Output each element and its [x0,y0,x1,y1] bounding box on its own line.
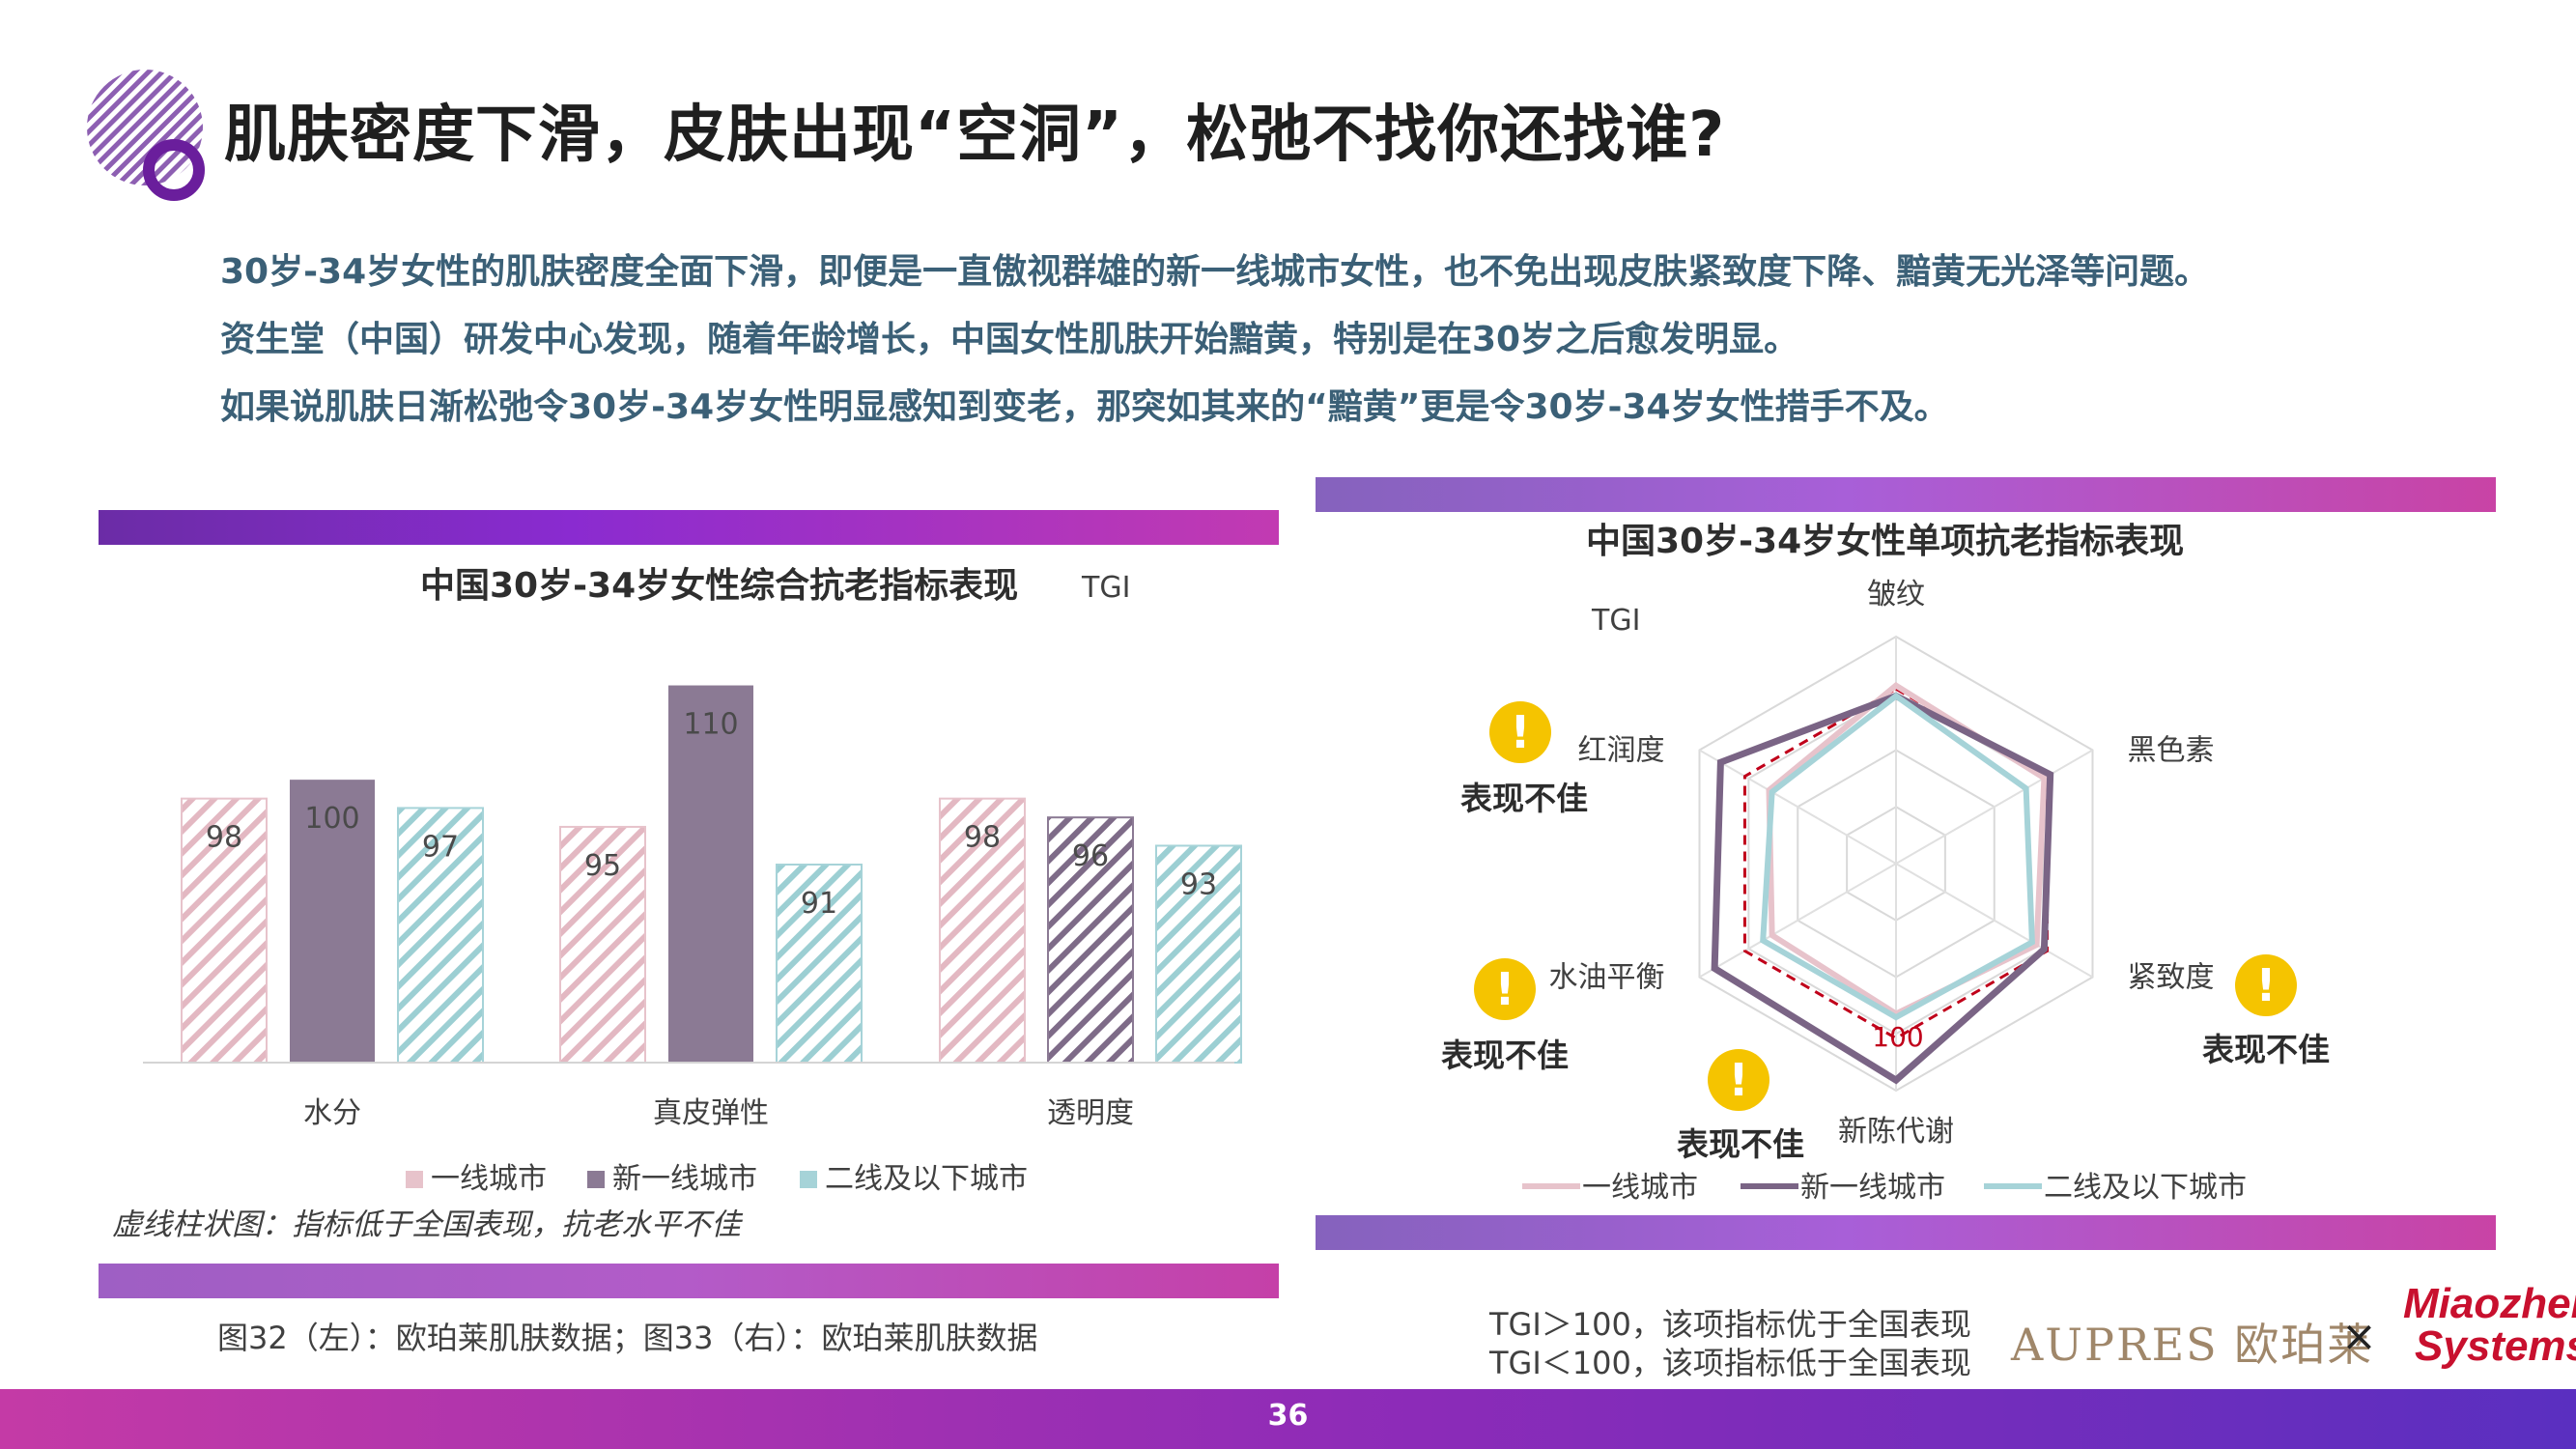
logo-icon [87,70,205,201]
bar-value-label: 95 [584,849,621,883]
radar-axis-line [1698,863,1897,979]
radar-axis-label: 红润度 [1577,734,1664,768]
page-number: 36 [1267,1399,1309,1433]
radar-legend-label: 新一线城市 [1800,1171,1945,1205]
bar-value-label: 91 [801,887,837,921]
warning-label-firmness: 表现不佳 [2202,1031,2330,1068]
warning-icon-metabolism: ! [1708,1049,1769,1111]
right-top-gradient-bar [1316,477,2496,512]
bar-chart-title: 中国30岁-34岁女性综合抗老指标表现 [420,565,1018,606]
radar-chart-title: 中国30岁-34岁女性单项抗老指标表现 [1586,521,2184,561]
tgi-note-below: TGI＜100，该项指标低于全国表现 [1489,1345,1971,1381]
radar-axis-label: 水油平衡 [1548,961,1664,995]
bar-value-label: 100 [304,802,359,836]
radar-reference-label: 100 [1872,1021,1923,1053]
aupres-logo: AUPRES 欧珀莱 [2011,1319,2374,1371]
radar-series-1 [1711,692,2054,1085]
warning-icon-firmness: ! [2235,954,2297,1016]
warning-label-metabolism: 表现不佳 [1677,1125,1804,1163]
bar-value-label: 110 [683,708,738,742]
radar-legend-label: 一线城市 [1582,1171,1698,1205]
miaozhen-logo-line1: Miaozhen [2403,1280,2576,1327]
bar-category-label: 水分 [303,1096,361,1130]
left-bottom-gradient-bar [99,1264,1279,1298]
bar-0-0 [181,797,268,1064]
legend-swatch [406,1171,423,1188]
legend-swatch [587,1171,605,1188]
bar-2-0 [397,807,484,1064]
warning-icon-oil-balance: ! [1474,958,1536,1020]
intro-line-3: 如果说肌肤日渐松弛令30岁-34岁女性明显感知到变老，那突如其来的“黯黄”更是令… [220,387,1949,427]
miaozhen-logo-line2: Systems [2415,1322,2576,1370]
legend-swatch [800,1171,817,1188]
radar-axis-line [1698,749,1897,865]
radar-axis-label: 皱纹 [1867,578,1925,611]
miaozhen-logo: Miaozhen® Systems [2403,1283,2576,1368]
radar-axis-label: 紧致度 [2128,961,2215,995]
right-bottom-gradient-bar [1316,1215,2496,1250]
bar-2-1 [776,864,863,1064]
bar-1-0 [290,780,375,1063]
radar-reference-line [1742,687,2050,1040]
radar-axis-label: 黑色素 [2128,734,2215,768]
radar-chart: 中国30岁-34岁女性单项抗老指标表现 TGI 100 皱纹黑色素紧致度新陈代谢… [1522,521,2247,1205]
tgi-note-above: TGI＞100，该项指标优于全国表现 [1489,1306,1971,1343]
bar-category-label: 真皮弹性 [653,1096,769,1130]
bar-value-label: 98 [964,821,1001,855]
legend-label: 二线及以下城市 [825,1162,1028,1196]
radar-legend-label: 二线及以下城市 [2044,1171,2247,1205]
warning-label-redness: 表现不佳 [1460,780,1588,817]
radar-chart-unit-label: TGI [1591,604,1640,638]
times-sign: × [2341,1312,2377,1361]
bar-1-1 [668,685,753,1063]
bar-chart-unit-label: TGI [1081,571,1130,605]
legend-label: 一线城市 [431,1162,547,1196]
bar-value-label: 93 [1180,867,1217,901]
intro-line-1: 30岁-34岁女性的肌肤密度全面下滑，即便是一直傲视群雄的新一线城市女性，也不免… [220,252,2210,292]
radar-series-2 [1760,692,2035,1021]
radar-series-0 [1766,681,2048,1017]
bar-2-2 [1155,844,1242,1064]
warning-label-oil-balance: 表现不佳 [1441,1037,1569,1074]
radar-axis-label: 新陈代谢 [1838,1115,1954,1149]
bar-category-label: 透明度 [1047,1096,1134,1130]
radar-axis-line [1895,863,2094,979]
bar-chart-note: 虚线柱状图：指标低于全国表现，抗老水平不佳 [112,1208,744,1242]
bar-value-label: 98 [206,821,242,855]
page-title: 肌肤密度下滑，皮肤出现“空洞”，松弛不找你还找谁? [224,99,1726,171]
figure-caption: 图32（左）：欧珀莱肌肤数据；图33（右）：欧珀莱肌肤数据 [217,1320,1038,1356]
radar-axis-line [1895,749,2094,865]
bar-1-2 [1047,816,1134,1065]
bar-value-label: 96 [1072,839,1109,873]
left-top-gradient-bar [99,510,1279,545]
legend-label: 新一线城市 [612,1162,757,1196]
footer-bar [0,1389,2576,1449]
bar-0-2 [939,797,1026,1064]
bar-chart: 中国30岁-34岁女性综合抗老指标表现 TGI 98 100 97 95 110 91 98… [112,565,1242,1242]
bar-0-1 [559,825,646,1065]
intro-line-2: 资生堂（中国）研发中心发现，随着年龄增长，中国女性肌肤开始黯黄，特别是在30岁之… [220,320,1799,359]
warning-icon-redness: ! [1489,701,1551,763]
bar-value-label: 97 [422,830,459,864]
